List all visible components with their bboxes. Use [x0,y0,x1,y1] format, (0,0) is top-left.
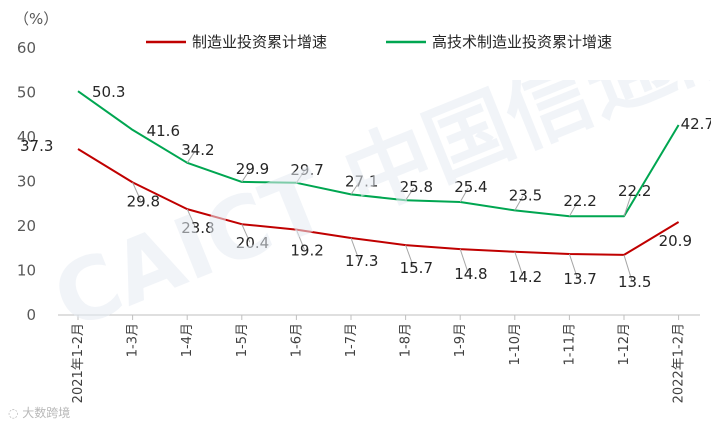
y-tick-label: 20 [17,217,36,235]
leader-line [186,208,196,228]
leader-line [459,187,469,203]
leader-line [241,169,251,183]
x-tick-label: 1-11月 [562,323,577,366]
leader-line [295,229,305,250]
leader-line [514,251,524,276]
leader-line [241,224,251,243]
leader-line [623,254,633,282]
leader-line [514,196,524,211]
leader-line [405,244,415,268]
data-label-2: 29.7 [290,161,323,179]
series-lines [77,90,680,256]
data-label-2: 34.2 [181,141,214,159]
leader-line [459,248,469,274]
data-label-1: 37.3 [20,137,53,155]
label-leader-lines [132,150,633,282]
leader-line [405,187,415,201]
data-labels: 37.3 29.8 23.8 20.4 19.2 17.3 15.7 14.8 14.2 13.7… [20,83,711,291]
legend-label-2: 高技术制造业投资累计增速 [432,33,612,51]
legend: 制造业投资累计增速 高技术制造业投资累计增速 [146,33,612,51]
x-tick-label: 1-6月 [289,323,304,357]
source-credit: ◌ 大数跨境 [8,406,71,420]
y-tick-label: 60 [17,39,36,57]
data-label-2: 29.9 [236,160,269,178]
x-tick-label: 1-4月 [180,323,195,357]
data-label-1: 20.9 [659,232,692,250]
leader-line [350,237,360,261]
data-label-1: 14.8 [454,265,487,283]
x-tick-label: 1-8月 [399,323,414,357]
x-axis-ticks: 2021年1-2月 1-3月 1-4月 1-5月 1-6月 1-7月 1-8月 1-9月 1-1… [71,315,687,403]
data-label-1: 17.3 [345,252,378,270]
data-label-1: 29.8 [127,192,160,210]
data-label-1: 20.4 [236,234,269,252]
y-tick-label: 30 [17,173,36,191]
y-axis-label: （%） [14,10,58,28]
data-label-2: 41.6 [147,122,180,140]
leader-line [568,201,578,217]
x-tick-label: 1-7月 [344,323,359,357]
legend-label-1: 制造业投资累计增速 [192,33,327,51]
x-tick-label: 1-9月 [453,323,468,357]
series-line-2 [77,90,680,218]
data-label-2: 50.3 [92,83,125,101]
wechat-icon: ◌ [8,406,23,420]
y-tick-label: 10 [17,262,36,280]
data-label-2: 25.8 [400,178,433,196]
data-label-2: 25.4 [454,178,487,196]
data-label-2: 42.7 [681,115,711,133]
x-tick-label: 1-5月 [235,323,250,357]
data-label-1: 13.7 [563,270,596,288]
data-label-2: 23.5 [509,186,542,204]
leader-line [568,253,578,279]
leader-line [350,182,360,195]
y-axis-ticks: 0 10 20 30 40 50 60 [17,39,36,324]
data-label-1: 23.8 [181,219,214,237]
data-label-2: 27.1 [345,172,378,190]
y-tick-label: 40 [17,128,36,146]
data-label-1: 19.2 [290,242,323,260]
leader-line [186,150,196,164]
leader-line [295,170,305,184]
x-tick-label: 2022年1-2月 [672,323,687,403]
data-label-2: 22.2 [618,182,651,200]
x-tick-label: 1-12月 [617,323,632,366]
data-label-1: 15.7 [400,259,433,277]
y-tick-label: 0 [26,306,36,324]
data-label-2: 22.2 [563,192,596,210]
leader-line [623,192,633,217]
x-tick-label: 1-10月 [508,323,523,366]
x-tick-label: 2021年1-2月 [71,323,86,403]
leader-line [132,182,142,201]
x-tick-label: 1-3月 [126,323,141,357]
series-line-1 [77,148,680,256]
y-tick-label: 50 [17,84,36,102]
data-label-1: 13.5 [618,273,651,291]
data-label-1: 14.2 [509,268,542,286]
